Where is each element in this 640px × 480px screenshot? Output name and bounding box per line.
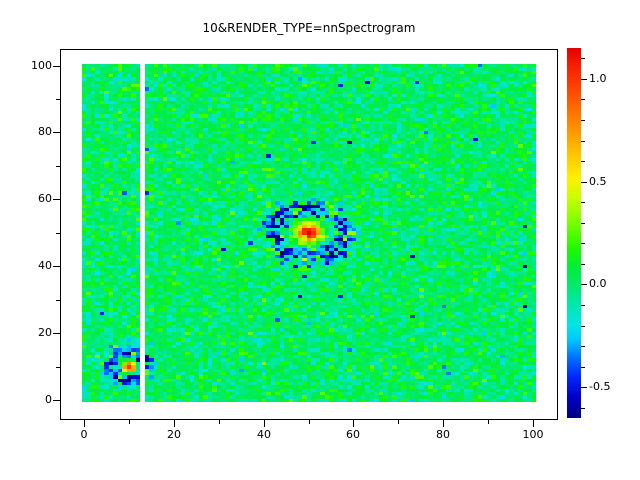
y-minor-tick xyxy=(56,233,60,234)
y-minor-tick xyxy=(56,166,60,167)
colorbar-tick-label: -0.5 xyxy=(589,380,611,393)
chart-title: 10&RENDER_TYPE=nnSpectrogram xyxy=(202,21,416,35)
x-minor-tick xyxy=(488,420,489,424)
colorbar-minor-tick xyxy=(581,326,585,327)
x-tick-label: 0 xyxy=(80,428,88,441)
x-minor-tick xyxy=(398,420,399,424)
y-tick-label: 60 xyxy=(38,192,52,205)
colorbar-minor-tick xyxy=(581,120,585,121)
colorbar-tick xyxy=(581,284,587,285)
y-minor-tick xyxy=(56,367,60,368)
x-tick-label: 60 xyxy=(346,428,360,441)
x-minor-tick xyxy=(219,420,220,424)
colorbar-tick-label: 1.0 xyxy=(589,72,607,85)
x-tick xyxy=(174,420,175,427)
colorbar-tick-label: 0.5 xyxy=(589,175,607,188)
y-tick-label: 40 xyxy=(38,259,52,272)
y-tick-label: 100 xyxy=(31,59,52,72)
colorbar-minor-tick xyxy=(581,367,585,368)
y-tick-label: 20 xyxy=(38,326,52,339)
y-tick xyxy=(53,400,60,401)
colorbar-minor-tick xyxy=(581,346,585,347)
colorbar-minor-tick xyxy=(581,202,585,203)
x-tick-label: 40 xyxy=(257,428,271,441)
x-tick-label: 100 xyxy=(522,428,544,441)
colorbar-tick xyxy=(581,387,587,388)
x-tick xyxy=(264,420,265,427)
y-tick xyxy=(53,66,60,67)
colorbar-minor-tick xyxy=(581,223,585,224)
colorbar-tick xyxy=(581,182,587,183)
colorbar-minor-tick xyxy=(581,408,585,409)
colorbar-minor-tick xyxy=(581,141,585,142)
heatmap-canvas xyxy=(82,64,536,402)
colorbar-minor-tick xyxy=(581,58,585,59)
y-tick xyxy=(53,266,60,267)
x-tick xyxy=(353,420,354,427)
colorbar-minor-tick xyxy=(581,264,585,265)
colorbar-minor-tick xyxy=(581,305,585,306)
colorbar-minor-tick xyxy=(581,161,585,162)
x-tick-label: 20 xyxy=(167,428,181,441)
y-tick xyxy=(53,333,60,334)
x-tick-label: 80 xyxy=(436,428,450,441)
x-tick xyxy=(84,420,85,427)
x-minor-tick xyxy=(129,420,130,424)
y-tick xyxy=(53,199,60,200)
y-tick-label: 80 xyxy=(38,125,52,138)
colorbar xyxy=(567,48,581,418)
x-minor-tick xyxy=(309,420,310,424)
colorbar-tick-label: 0.0 xyxy=(589,277,607,290)
colorbar-tick xyxy=(581,79,587,80)
y-minor-tick xyxy=(56,300,60,301)
colorbar-minor-tick xyxy=(581,99,585,100)
colorbar-minor-tick xyxy=(581,243,585,244)
y-tick xyxy=(53,132,60,133)
y-tick-label: 0 xyxy=(45,393,52,406)
x-tick xyxy=(533,420,534,427)
x-tick xyxy=(443,420,444,427)
y-minor-tick xyxy=(56,99,60,100)
